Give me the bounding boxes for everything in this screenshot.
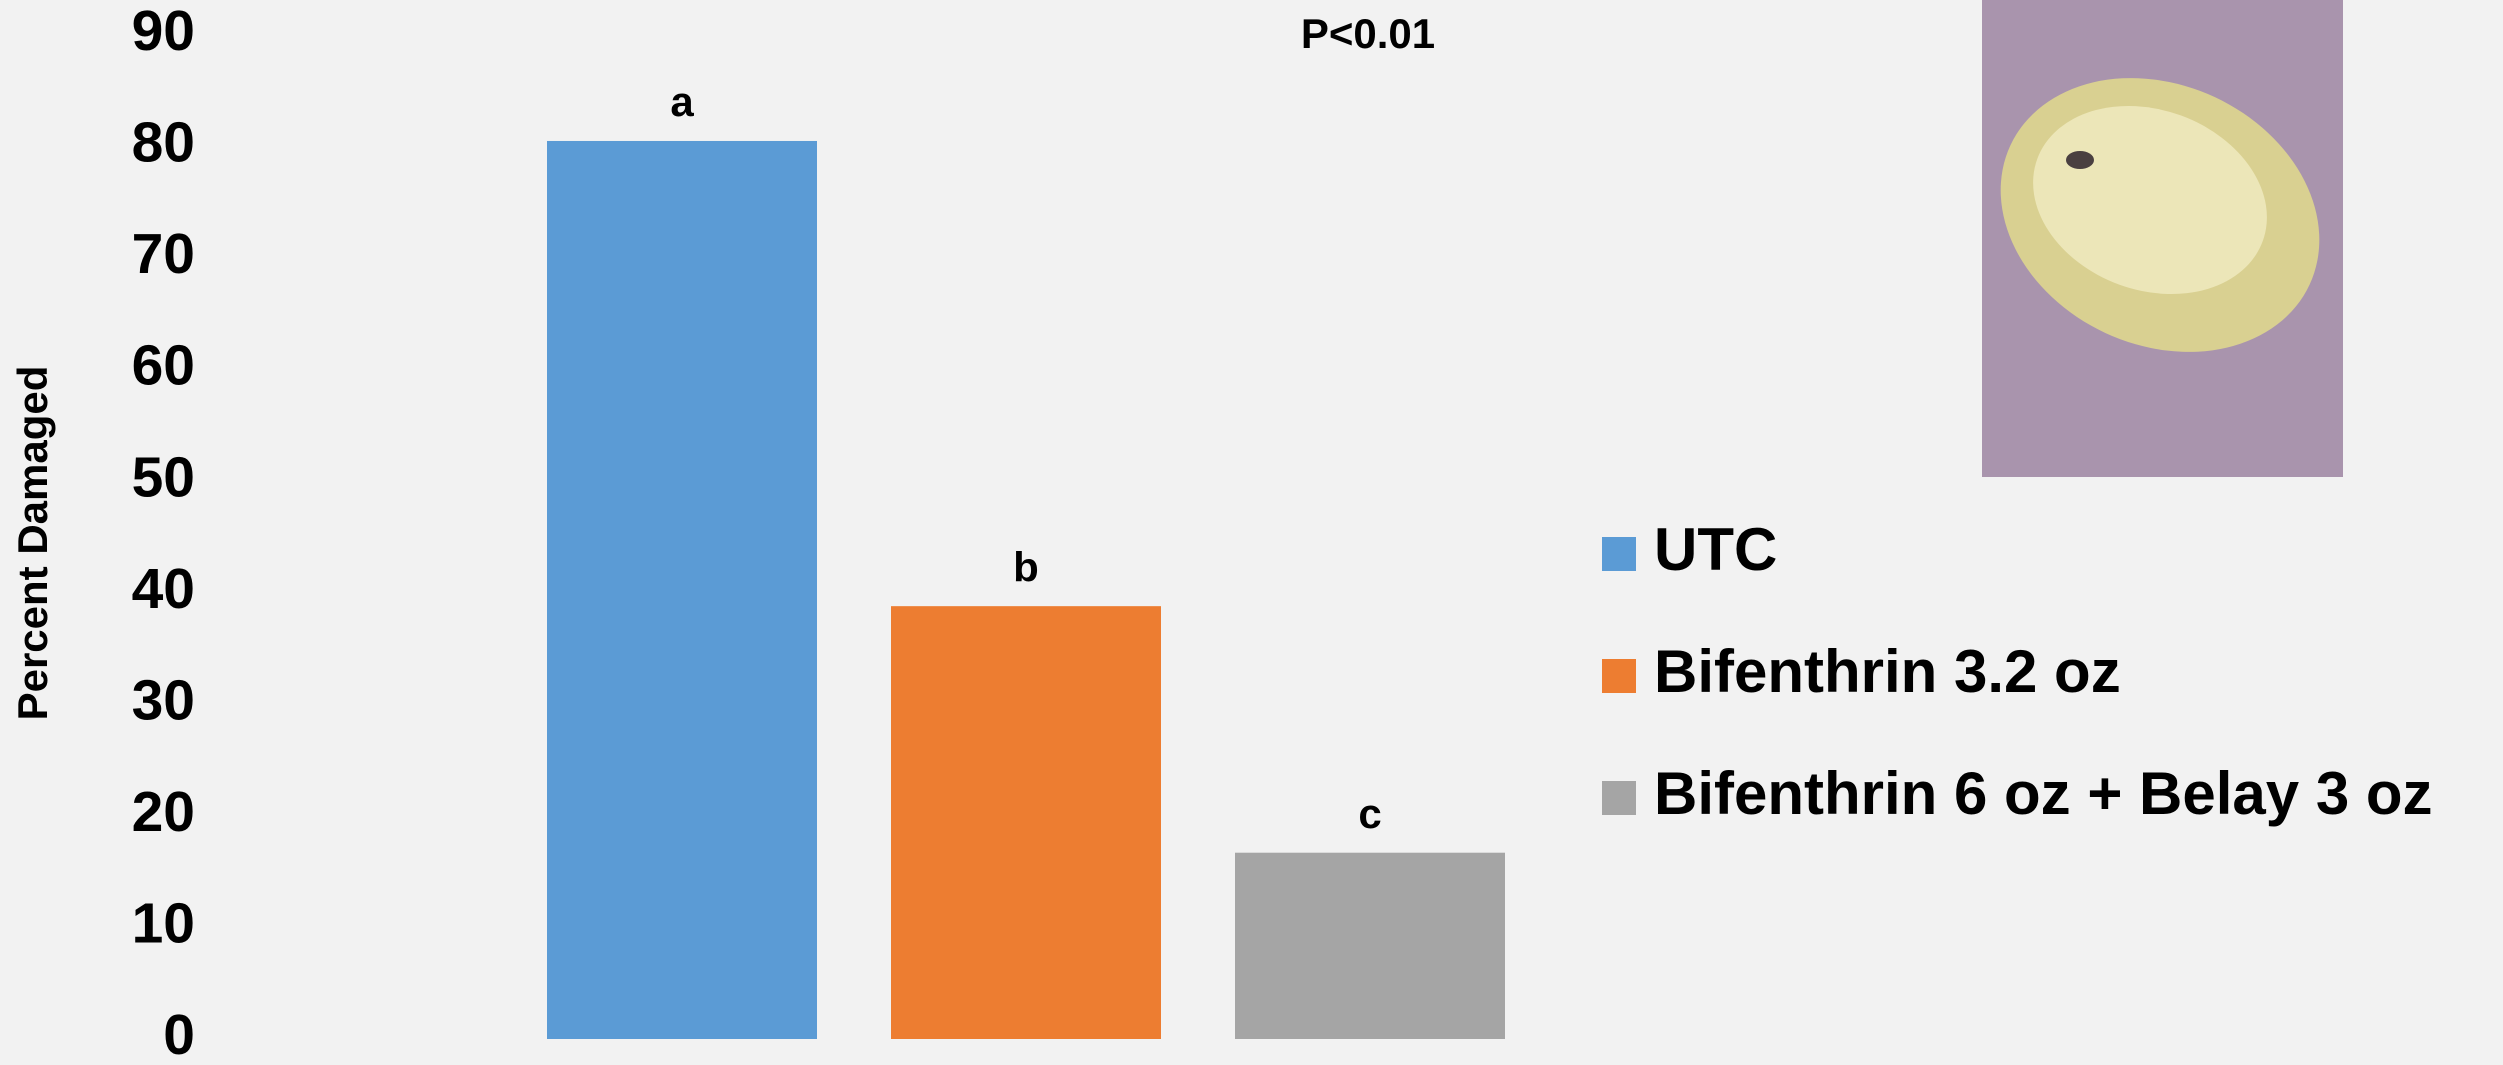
photo: [1982, 0, 2343, 477]
bar-letter: c: [1358, 790, 1381, 837]
bar: [1235, 852, 1505, 1039]
legend-swatch: [1602, 659, 1636, 693]
bar-letter: a: [670, 78, 694, 125]
bar: [891, 606, 1161, 1039]
y-tick-label: 70: [132, 222, 195, 286]
bar-letter: b: [1013, 543, 1039, 590]
seed-spot: [2066, 151, 2094, 169]
legend-swatch: [1602, 781, 1636, 815]
legend-swatch: [1602, 537, 1636, 571]
y-tick-label: 10: [132, 892, 195, 956]
y-tick-label: 50: [132, 445, 195, 509]
annotation: P<0.01: [1301, 10, 1435, 57]
legend-label: Bifenthrin 6 oz + Belay 3 oz: [1654, 760, 2433, 827]
y-tick-label: 20: [132, 780, 195, 844]
legend-label: UTC: [1654, 516, 1777, 583]
legend-label: Bifenthrin 3.2 oz: [1654, 638, 2121, 705]
y-tick-label: 80: [132, 111, 195, 175]
y-axis-label: Percent Damaged: [9, 366, 56, 721]
y-tick-label: 90: [132, 0, 195, 63]
y-tick-label: 40: [132, 557, 195, 621]
y-tick-label: 60: [132, 334, 195, 398]
y-tick-label: 0: [163, 1003, 195, 1065]
bar: [547, 140, 817, 1039]
y-tick-label: 30: [132, 668, 195, 732]
seed-highlight: [2033, 105, 2267, 295]
